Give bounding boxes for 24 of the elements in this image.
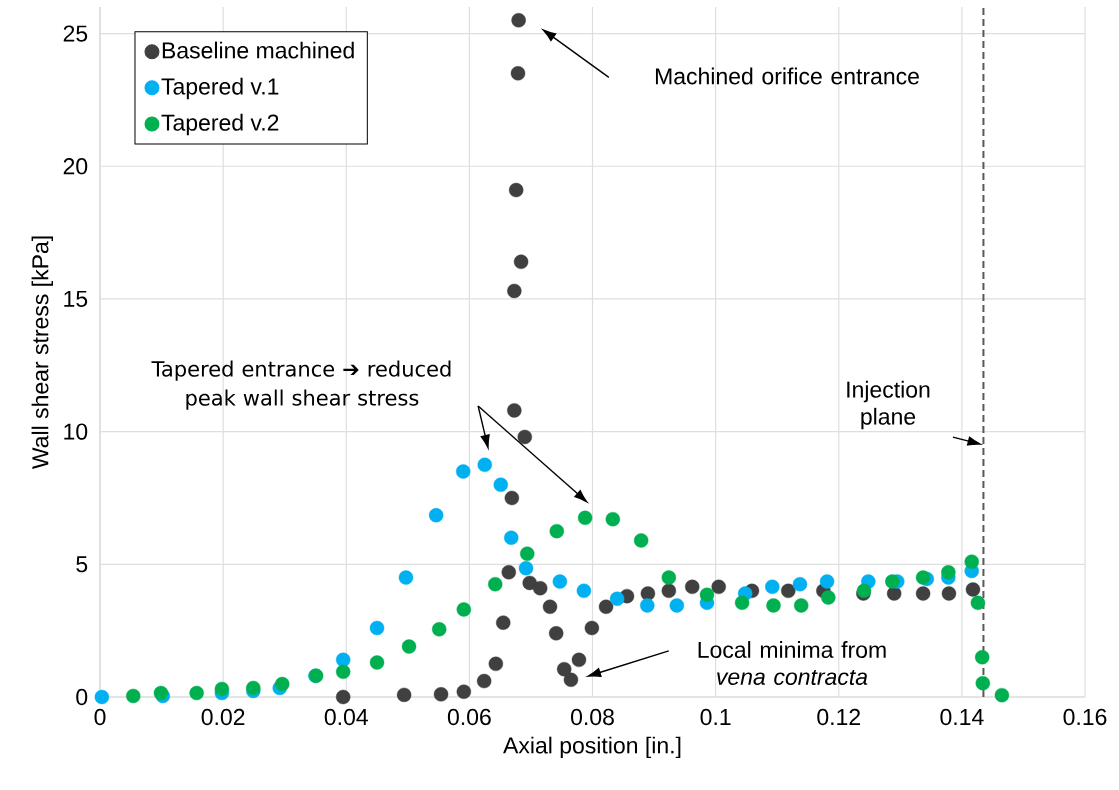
y-tick-label: 10 <box>64 423 88 440</box>
x-tick-label: 0.02 <box>201 708 245 726</box>
y-tick-label: 0 <box>76 688 88 706</box>
annotation: Machined orifice entrance <box>655 67 919 85</box>
x-axis-title: Axial position [in.] <box>503 736 681 759</box>
x-tick-label: 0.06 <box>447 708 491 726</box>
legend-label: Tapered v.2 <box>161 113 279 136</box>
x-tick-label: 0.16 <box>1063 708 1107 726</box>
y-axis-title: Wall shear stress [kPa] <box>31 236 54 470</box>
annotation: Local minima from vena contracta <box>698 641 886 685</box>
annotation: Tapered entrance ➔ reduced peak wall shear stress <box>151 360 451 410</box>
y-tick-label: 20 <box>63 158 88 175</box>
x-tick-label: 0 <box>94 708 106 726</box>
y-tick-label: 5 <box>76 556 88 573</box>
x-tick-label: 0.12 <box>817 708 860 726</box>
x-tick-label: 0.1 <box>700 708 731 726</box>
legend-label: Baseline machined <box>162 41 354 59</box>
legend-label: Tapered v.1 <box>161 77 279 100</box>
x-tick-label: 0.08 <box>571 708 614 726</box>
x-tick-label: 0.04 <box>324 708 368 726</box>
y-tick-label: 15 <box>64 290 88 307</box>
y-tick-label: 25 <box>63 25 88 42</box>
ref-line-label: Injection plane <box>847 380 930 430</box>
x-tick-label: 0.14 <box>940 708 984 726</box>
